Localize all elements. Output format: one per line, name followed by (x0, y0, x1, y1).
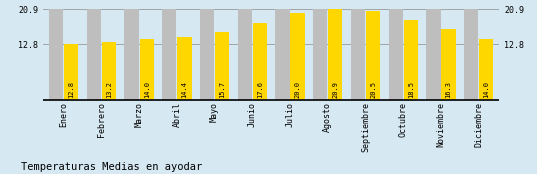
Text: Temperaturas Medias en ayodar: Temperaturas Medias en ayodar (21, 162, 203, 172)
Text: 20.5: 20.5 (370, 81, 376, 98)
Bar (275, 9, 289, 100)
Text: 14.4: 14.4 (182, 81, 187, 98)
Text: 15.7: 15.7 (219, 81, 225, 98)
Text: 14.0: 14.0 (144, 81, 150, 98)
Bar (140, 39, 154, 100)
Bar (351, 9, 365, 100)
Text: 17.6: 17.6 (257, 81, 263, 98)
Bar (441, 29, 456, 100)
Bar (404, 19, 418, 100)
Bar (49, 9, 63, 100)
Bar (464, 9, 478, 100)
Text: 14.0: 14.0 (483, 81, 489, 98)
Text: 12.8: 12.8 (68, 81, 74, 98)
Bar (328, 9, 343, 100)
Bar (215, 32, 229, 100)
Bar (125, 9, 139, 100)
Bar (177, 37, 192, 100)
Bar (291, 13, 305, 100)
Bar (253, 23, 267, 100)
Bar (237, 9, 252, 100)
Text: 13.2: 13.2 (106, 81, 112, 98)
Bar (366, 11, 380, 100)
Text: 18.5: 18.5 (408, 81, 414, 98)
Bar (313, 9, 328, 100)
Bar (162, 9, 177, 100)
Bar (479, 39, 494, 100)
Bar (200, 9, 214, 100)
Bar (388, 9, 403, 100)
Text: 16.3: 16.3 (446, 81, 452, 98)
Bar (102, 42, 116, 100)
Bar (86, 9, 101, 100)
Bar (426, 9, 440, 100)
Text: 20.9: 20.9 (332, 81, 338, 98)
Bar (64, 44, 78, 100)
Text: 20.0: 20.0 (295, 81, 301, 98)
